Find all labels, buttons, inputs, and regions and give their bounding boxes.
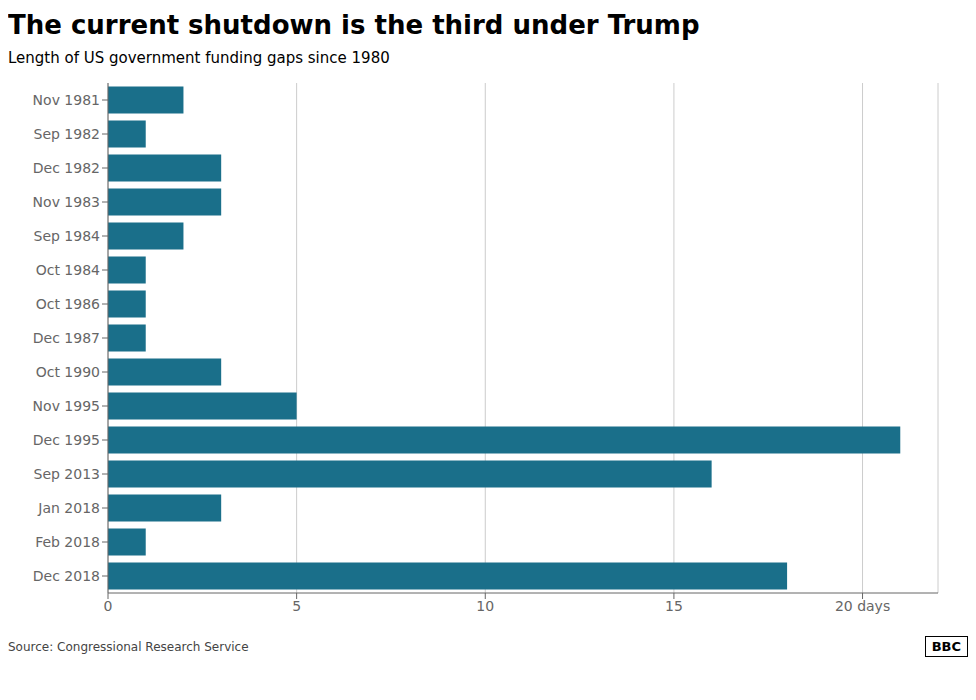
svg-text:10: 10 [476, 598, 494, 614]
svg-text:0: 0 [104, 598, 113, 614]
html-text:BBC: BBC [931, 639, 961, 654]
svg-text:Dec 2018: Dec 2018 [33, 568, 100, 584]
svg-text:Oct 1986: Oct 1986 [36, 296, 100, 312]
svg-text:Oct 1990: Oct 1990 [36, 364, 100, 380]
svg-text:Nov 1981: Nov 1981 [33, 92, 100, 108]
svg-text:5: 5 [292, 598, 301, 614]
svg-text:Sep 1984: Sep 1984 [34, 228, 101, 244]
svg-text:15: 15 [665, 598, 683, 614]
svg-text:Dec 1995: Dec 1995 [33, 432, 100, 448]
svg-text:Dec 1987: Dec 1987 [33, 330, 100, 346]
svg-text:Dec 1982: Dec 1982 [33, 160, 100, 176]
svg-text:Nov 1995: Nov 1995 [33, 398, 100, 414]
svg-text:Oct 1984: Oct 1984 [36, 262, 100, 278]
svg-text:Sep 2013: Sep 2013 [34, 466, 100, 482]
svg-text:Nov 1983: Nov 1983 [33, 194, 100, 210]
svg-text:Sep 1982: Sep 1982 [34, 126, 100, 142]
html-text:The current shutdown is the th: The current shutdown is the third under … [8, 10, 700, 40]
html-text:Length of US government fundin: Length of US government funding gaps sin… [8, 49, 390, 67]
svg-text:Feb 2018: Feb 2018 [35, 534, 100, 550]
svg-text:Jan 2018: Jan 2018 [37, 500, 100, 516]
svg-text:20 days: 20 days [835, 598, 890, 614]
html-text:Source: Congressional Research: Source: Congressional Research Service [8, 639, 249, 654]
